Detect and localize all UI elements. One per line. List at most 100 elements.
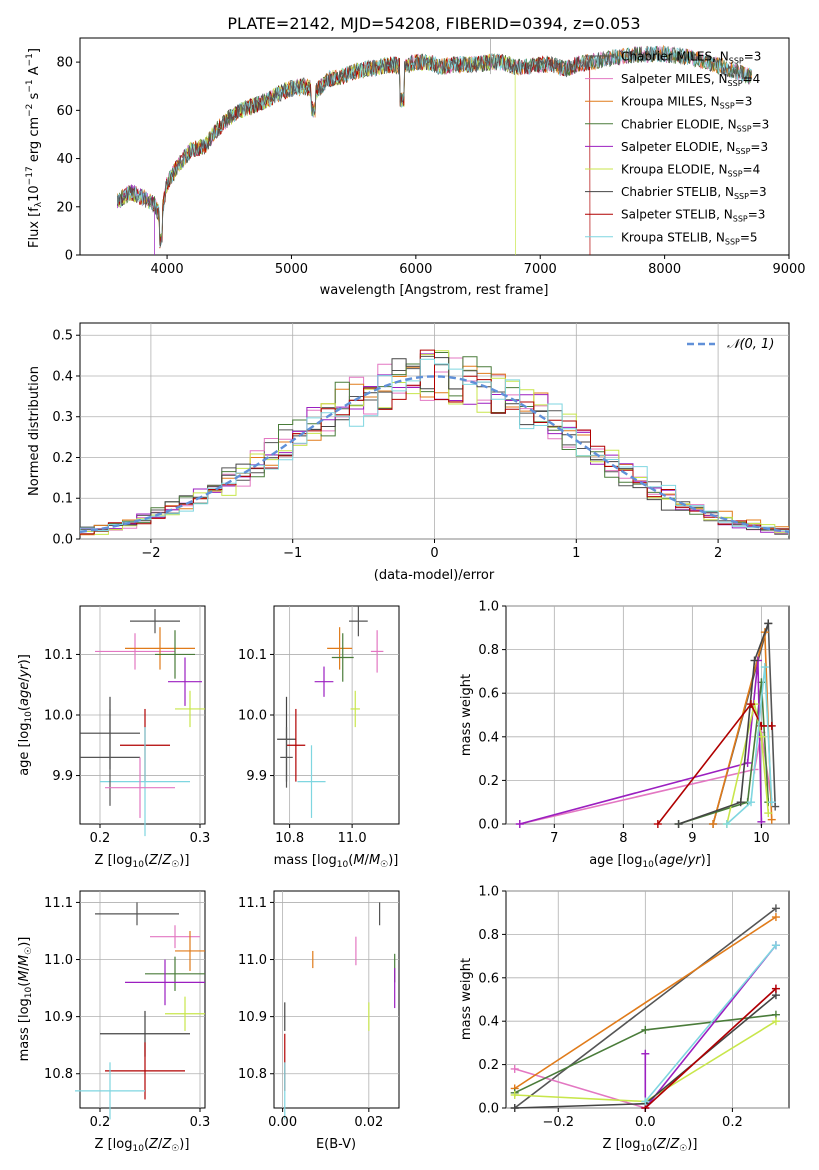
mass-weight-line [678,623,770,825]
x-tick-label: 5000 [275,262,308,277]
weight-vs-z-xlabel: Z [log10(Z/Z☉)] [603,1137,698,1154]
x-tick-label: 9 [688,831,696,846]
legend-label: Kroupa STELIB, NSSP=5 [621,230,758,246]
legend-label: Salpeter MILES, NSSP=4 [621,72,760,88]
legend-subscript: SSP [735,147,750,156]
x-tick-label: 7000 [524,262,557,277]
x-tick-label: 10 [753,831,770,846]
legend-label: Chabrier ELODIE, NSSP=3 [621,117,769,133]
residuals-legend: 𝒩(0, 1) [687,337,774,352]
legend-subscript: SSP [737,124,752,133]
legend-count: =3 [748,208,766,222]
weight-vs-age-axes: 7 8 9 10 0.0 0.2 0.4 0.6 0.8 1.0 [478,600,769,847]
legend-count: =5 [740,230,758,244]
gaussian-legend-label: 𝒩(0, 1) [727,337,774,352]
residuals-ylabel: Normed distribution [27,366,42,496]
x-tick-label: 0.0 [635,1115,656,1130]
x-tick-label: 2 [714,546,722,561]
age-vs-z-grid [80,606,205,824]
weight-vs-age-frame [505,605,790,825]
gaussian-curve [79,375,790,534]
weight-vs-age-panel: 7 8 9 10 0.0 0.2 0.4 0.6 0.8 1.0 age [log10(age/y… [459,600,790,870]
x-tick-label: 0.3 [190,1115,211,1130]
y-tick-label: 0.0 [52,533,73,548]
y-tick-label: 0.3 [52,410,73,425]
mass-weight-line [644,944,777,1103]
x-tick-label: 0.3 [190,831,211,846]
age-vs-mass-panel: 10.8 11.0 9.9 10.0 10.1 mass [log10(M/M☉)] [238,605,400,870]
legend-count: =3 [752,117,770,131]
legend-subscript: SSP [720,102,735,111]
mass-vs-ebv-panel: 0.00 0.02 10.8 10.9 11.0 11.1 E(B-V) [238,890,400,1152]
y-tick-label: 1.0 [478,600,499,615]
age-vs-z-axes: 0.2 0.3 9.9 10.0 10.1 [44,648,210,846]
x-tick-label: 0.00 [268,1115,297,1130]
x-tick-label: −1 [283,546,302,561]
legend-count: =3 [744,50,762,64]
spectrum-lines [116,38,753,255]
legend-subscript: SSP [728,79,743,88]
y-tick-label: 0.2 [478,774,499,789]
y-tick-label: 10.0 [44,709,73,724]
x-tick-label: 10.8 [275,831,304,846]
x-tick-label: 0.2 [722,1115,743,1130]
y-tick-label: 0.0 [478,1102,499,1117]
age-vs-mass-grid [274,606,399,824]
mass-vs-ebv-xlabel: E(B-V) [316,1137,356,1152]
mass-weight-line [712,631,773,825]
legend-label: Salpeter ELODIE, NSSP=3 [621,140,768,156]
x-tick-label: 9000 [772,262,805,277]
y-tick-label: 11.0 [238,953,267,968]
y-tick-label: 10.9 [44,1010,73,1025]
y-tick-label: 0.0 [478,818,499,833]
spectrum-panel: 4000 5000 6000 7000 8000 9000 0 20 40 60 80 Chabri… [25,37,806,298]
y-tick-label: 0 [65,249,73,264]
legend-label: Salpeter STELIB, NSSP=3 [621,208,765,224]
residual-histogram-line [80,358,789,536]
weight-vs-z-frame [505,890,790,1109]
x-tick-label: 1 [572,546,580,561]
legend-subscript: SSP [734,192,749,201]
spectrum-xlabel: wavelength [Angstrom, rest frame] [320,283,549,298]
y-tick-label: 0.4 [478,1015,499,1030]
mass-vs-z-panel: 0.2 0.3 10.8 10.9 11.0 11.1 Z [log10(Z/Z☉)] m… [17,890,210,1154]
x-tick-label: 0.2 [90,1115,111,1130]
y-tick-label: 0.4 [52,369,73,384]
x-tick-label: 6000 [399,262,432,277]
legend-subscript: SSP [725,237,740,246]
mass-weight-line [514,907,777,1109]
y-tick-label: 60 [56,104,73,119]
mass-weight-line [644,988,777,1109]
mass-vs-ebv-axes: 0.00 0.02 10.8 10.9 11.0 11.1 [238,896,383,1130]
weight-vs-z-grid [506,890,789,1109]
weight-vs-age-xlabel: age [log10(age/yr)] [589,853,711,870]
x-tick-label: 0 [430,546,438,561]
weight-vs-z-ylabel: mass weight [459,958,474,1040]
legend-count: =4 [743,163,761,177]
y-tick-label: 10.1 [238,648,267,663]
y-tick-label: 9.9 [246,769,267,784]
y-tick-label: 10.1 [44,648,73,663]
x-tick-label: −2 [141,546,160,561]
x-tick-label: 8 [619,831,627,846]
y-tick-label: 0.8 [478,643,499,658]
legend-subscript: SSP [729,57,744,66]
legend-label: Kroupa ELODIE, NSSP=4 [621,163,760,179]
mass-vs-z-ylabel: mass [log10(M/M☉)] [17,937,34,1062]
residuals-histograms [79,349,790,536]
mass-weight-line [519,660,763,825]
residuals-axes: −2 −1 0 1 2 0.0 0.1 0.2 0.3 0.4 0.5 [52,329,722,561]
weight-vs-age-lines [515,619,780,828]
y-tick-label: 20 [56,200,73,215]
mass-weight-line [678,682,770,825]
y-tick-label: 10.8 [44,1067,73,1082]
mass-vs-z-axes: 0.2 0.3 10.8 10.9 11.0 11.1 [44,896,210,1130]
y-tick-label: 9.9 [52,769,73,784]
weight-vs-age-ylabel: mass weight [459,674,474,756]
y-tick-label: 10.9 [238,1010,267,1025]
weight-vs-z-axes: −0.2 0.0 0.2 0.0 0.2 0.4 0.6 0.8 1.0 [478,885,742,1131]
y-tick-label: 40 [56,152,73,167]
age-vs-z-points [80,609,205,837]
mass-vs-ebv-points [284,902,396,1120]
y-tick-label: 11.1 [238,896,267,911]
